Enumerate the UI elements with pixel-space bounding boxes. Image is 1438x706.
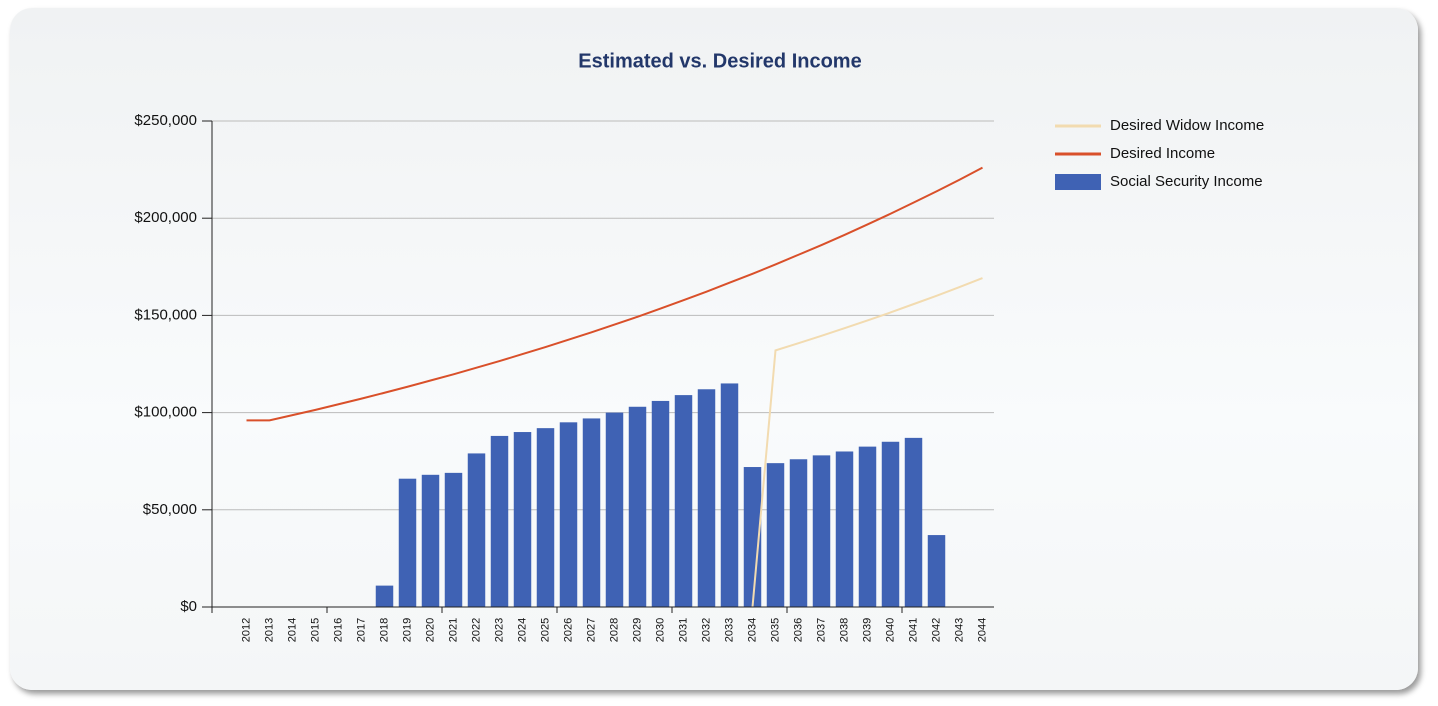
bar (513, 432, 532, 607)
x-tick-label: 2033 (723, 618, 735, 642)
legend-label: Social Security Income (1110, 173, 1263, 190)
x-tick-label: 2023 (493, 618, 505, 642)
bar (697, 389, 716, 607)
bar (812, 455, 831, 607)
legend-swatch (1055, 174, 1101, 190)
x-tick-label: 2026 (562, 618, 574, 642)
x-tick-label: 2012 (240, 618, 252, 642)
x-tick-label: 2031 (677, 618, 689, 642)
x-tick-label: 2044 (976, 618, 988, 642)
bar (467, 453, 486, 607)
bar (628, 406, 647, 607)
y-tick-label: $250,000 (134, 112, 197, 129)
x-tick-label: 2015 (309, 618, 321, 642)
bar (743, 467, 762, 607)
bar (766, 463, 785, 607)
x-tick-label: 2028 (608, 618, 620, 642)
chart-title: Estimated vs. Desired Income (578, 50, 861, 72)
bar (881, 441, 900, 607)
x-tick-label: 2036 (792, 618, 804, 642)
x-tick-label: 2035 (769, 618, 781, 642)
bar (674, 395, 693, 607)
legend-label: Desired Widow Income (1110, 117, 1264, 134)
bar (789, 459, 808, 607)
bar (490, 435, 509, 607)
x-tick-label: 2030 (654, 618, 666, 642)
x-tick-label: 2016 (332, 618, 344, 642)
x-tick-label: 2034 (746, 618, 758, 642)
bar (582, 418, 601, 607)
x-tick-label: 2027 (585, 618, 597, 642)
bar (858, 446, 877, 607)
bar (444, 472, 463, 607)
x-tick-label: 2013 (263, 618, 275, 642)
x-tick-label: 2021 (447, 618, 459, 642)
bar (605, 412, 624, 607)
bar (904, 437, 923, 607)
x-tick-label: 2019 (401, 618, 413, 642)
y-tick-label: $200,000 (134, 209, 197, 226)
x-tick-label: 2041 (907, 618, 919, 642)
y-tick-label: $50,000 (143, 501, 197, 518)
x-tick-label: 2014 (286, 618, 298, 642)
legend-label: Desired Income (1110, 145, 1215, 162)
x-tick-label: 2040 (884, 618, 896, 642)
x-tick-label: 2025 (539, 618, 551, 642)
x-tick-label: 2017 (355, 618, 367, 642)
bar (536, 428, 555, 607)
bar (559, 422, 578, 607)
bar (398, 478, 417, 607)
line (751, 277, 983, 608)
bar (375, 585, 394, 607)
bar (720, 383, 739, 607)
x-tick-label: 2024 (516, 618, 528, 642)
bar (835, 451, 854, 607)
x-tick-label: 2042 (930, 618, 942, 642)
x-tick-label: 2037 (815, 618, 827, 642)
x-tick-label: 2038 (838, 618, 850, 642)
bar (421, 474, 440, 607)
x-tick-label: 2020 (424, 618, 436, 642)
x-tick-label: 2039 (861, 618, 873, 642)
line (246, 166, 983, 422)
x-tick-label: 2029 (631, 618, 643, 642)
y-tick-label: $100,000 (134, 404, 197, 421)
x-tick-label: 2022 (470, 618, 482, 642)
bar (927, 535, 946, 607)
x-tick-label: 2018 (378, 618, 390, 642)
y-tick-label: $150,000 (134, 306, 197, 323)
bar (651, 400, 670, 607)
x-tick-label: 2032 (700, 618, 712, 642)
x-tick-label: 2043 (953, 618, 965, 642)
y-tick-label: $0 (180, 598, 197, 615)
